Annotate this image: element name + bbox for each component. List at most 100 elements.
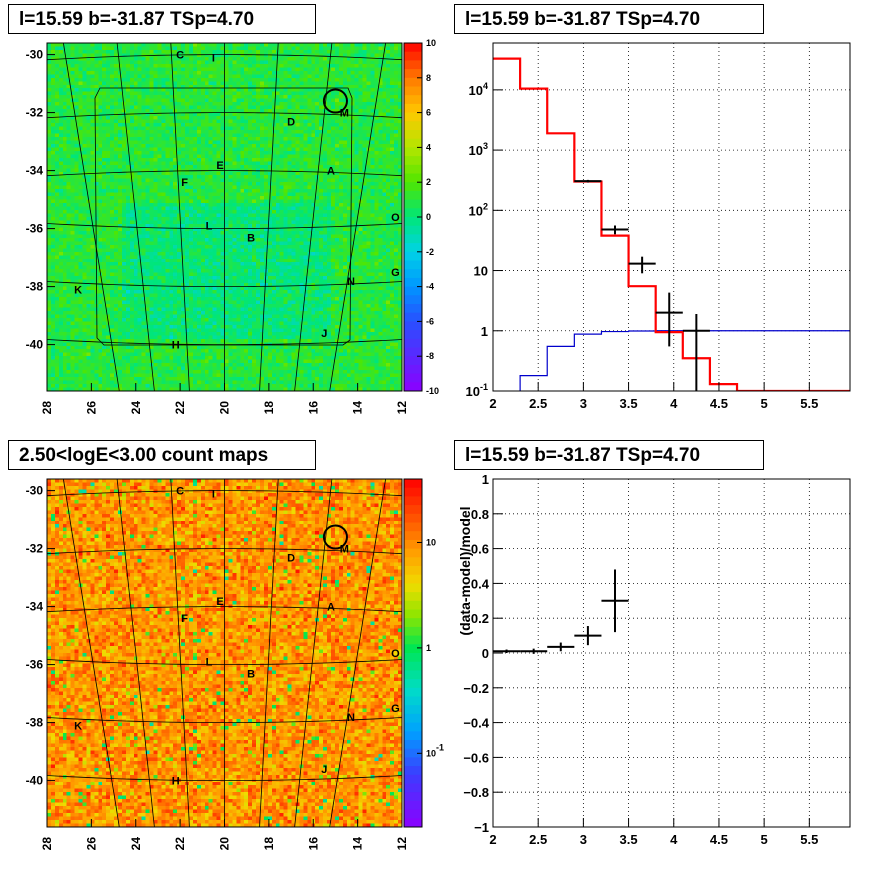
x-tick-label: 28 bbox=[40, 401, 54, 415]
colorbar-cell bbox=[404, 809, 422, 819]
x-tick-label: 22 bbox=[173, 837, 187, 851]
y-tick-label: 0.6 bbox=[471, 542, 489, 557]
x-tick-label: 12 bbox=[395, 401, 409, 415]
graticule-lon bbox=[259, 478, 279, 828]
spectrum-plot: 2 2.5 3 3.5 4 4.5 5 5.5 10-1 1 10 102 103 104 bbox=[466, 42, 851, 411]
colorbar-cell bbox=[404, 286, 422, 296]
colorbar-cell bbox=[404, 818, 422, 828]
graticule-lon bbox=[259, 42, 279, 392]
x-tick-label: 4 bbox=[670, 832, 678, 847]
y-axis-label: (data-model)/model bbox=[457, 506, 473, 635]
colorbar-cell bbox=[404, 713, 422, 724]
colorbar-cell bbox=[404, 766, 422, 776]
x-tick-label: 5.5 bbox=[800, 832, 818, 847]
y-tick-label: -32 bbox=[26, 106, 44, 120]
residual-colorbar: 10 8 6 4 2 0 -2 -4 -6 -8 -10 bbox=[403, 38, 439, 396]
plot-frame bbox=[492, 478, 851, 828]
y-tick-label: -34 bbox=[26, 600, 44, 614]
source-label-N: N bbox=[347, 712, 355, 724]
y-tick-label: -38 bbox=[26, 716, 44, 730]
x-tick-label: 5 bbox=[761, 396, 768, 411]
model-step-line bbox=[493, 57, 850, 391]
x-tick-label: 16 bbox=[306, 837, 320, 851]
roi-path bbox=[94, 87, 353, 346]
y-tick-label: 102 bbox=[469, 201, 488, 218]
source-label-E: E bbox=[216, 596, 223, 608]
colorbar-cell bbox=[404, 217, 422, 227]
roi-outline bbox=[94, 87, 353, 346]
colorbar-cell bbox=[404, 138, 422, 148]
source-label-B: B bbox=[247, 232, 255, 244]
source-circle bbox=[322, 88, 348, 114]
colorbar-cell bbox=[404, 277, 422, 288]
colorbar-cell bbox=[404, 679, 422, 689]
y-tick-label: −0.4 bbox=[463, 716, 489, 731]
colorbar-cell bbox=[404, 557, 422, 567]
y-tick-label: 1 bbox=[481, 324, 488, 339]
colorbar-cell bbox=[404, 251, 422, 261]
source-label-N: N bbox=[347, 276, 355, 288]
source-label-D: D bbox=[287, 552, 295, 564]
colorbar-cell bbox=[404, 600, 422, 610]
source-label-M: M bbox=[340, 108, 349, 120]
source-label-F: F bbox=[181, 613, 188, 625]
source-label-I: I bbox=[212, 489, 215, 501]
x-tick-label: 5.5 bbox=[800, 396, 818, 411]
colorbar-cell bbox=[404, 748, 422, 758]
tl-panel-title: l=15.59 b=-31.87 TSp=4.70 bbox=[8, 4, 316, 34]
colorbar-cell bbox=[404, 487, 422, 497]
colorbar-cell bbox=[404, 505, 422, 515]
source-label-C: C bbox=[176, 50, 184, 62]
source-label-A: A bbox=[327, 602, 335, 614]
colorbar-cell bbox=[404, 539, 422, 550]
graticule-lon bbox=[329, 42, 386, 392]
count-map: 28 26 24 22 20 18 16 14 12 -30 -32 -34 -36 -38 -40 bbox=[26, 478, 409, 851]
colorbar-cell bbox=[404, 225, 422, 235]
colorbar-cell bbox=[404, 234, 422, 244]
x-tick-label: 2 bbox=[489, 832, 496, 847]
y-tick-label: 104 bbox=[469, 81, 488, 98]
colorbar-cell bbox=[404, 199, 422, 209]
colorbar-tick-label: -8 bbox=[426, 351, 434, 361]
colorbar-cell bbox=[404, 312, 422, 322]
source-label-O: O bbox=[391, 648, 400, 660]
colorbar-cell bbox=[404, 722, 422, 732]
colorbar-tick-label: 10-1 bbox=[426, 742, 444, 758]
count-colorbar: 10 1 10-1 bbox=[403, 478, 444, 828]
colorbar-cell bbox=[404, 260, 422, 270]
colorbar-cell bbox=[404, 583, 422, 593]
colorbar-cell bbox=[404, 164, 422, 174]
x-tick-label: 3 bbox=[580, 396, 587, 411]
x-tick-label: 3.5 bbox=[620, 396, 638, 411]
colorbar-cell bbox=[404, 112, 422, 122]
colorbar-cell bbox=[404, 548, 422, 558]
source-label-G: G bbox=[391, 267, 400, 279]
source-label-G: G bbox=[391, 703, 400, 715]
colorbar-cell bbox=[404, 51, 422, 61]
y-tick-label: −0.8 bbox=[463, 785, 489, 800]
x-tick-label: 3 bbox=[580, 832, 587, 847]
y-tick-label: -36 bbox=[26, 658, 44, 672]
source-label-K: K bbox=[74, 721, 82, 733]
source-label-E: E bbox=[216, 160, 223, 172]
count-map-sources: C I D M E A F O L B N G K H J bbox=[74, 486, 400, 788]
colorbar-cell bbox=[404, 147, 422, 157]
y-tick-label: -40 bbox=[26, 338, 44, 352]
colorbar-cell bbox=[404, 522, 422, 532]
colorbar-cell bbox=[404, 347, 422, 357]
y-tick-label: 10 bbox=[474, 264, 488, 279]
source-label-A: A bbox=[327, 166, 335, 178]
x-tick-label: 22 bbox=[173, 401, 187, 415]
y-tick-label: −1 bbox=[474, 820, 489, 835]
colorbar-cell bbox=[404, 86, 422, 96]
colorbar-cell bbox=[404, 609, 422, 619]
y-tick-label: −0.6 bbox=[463, 750, 489, 765]
br-panel-title: l=15.59 b=-31.87 TSp=4.70 bbox=[454, 440, 764, 470]
x-tick-label: 4.5 bbox=[710, 396, 728, 411]
colorbar-cell bbox=[404, 513, 422, 523]
colorbar-cell bbox=[404, 792, 422, 802]
source-label-L: L bbox=[206, 221, 213, 233]
graticule-lon bbox=[116, 478, 155, 828]
source-label-K: K bbox=[74, 285, 82, 297]
